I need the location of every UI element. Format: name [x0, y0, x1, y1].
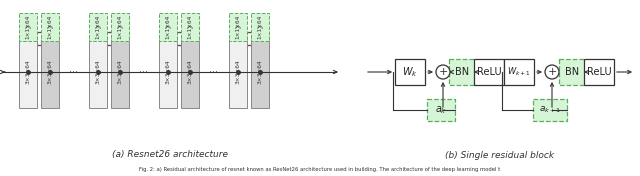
FancyBboxPatch shape: [159, 36, 177, 108]
FancyBboxPatch shape: [474, 59, 504, 85]
Text: 1×1×64: 1×1×64: [257, 15, 262, 39]
Circle shape: [545, 65, 559, 79]
Text: Fig. 2: a) Residual architecture of resnet known as ResNet26 architecture used i: Fig. 2: a) Residual architecture of resn…: [140, 168, 500, 172]
Text: 1×1×64: 1×1×64: [26, 15, 31, 39]
FancyBboxPatch shape: [584, 59, 614, 85]
FancyBboxPatch shape: [533, 99, 567, 121]
FancyBboxPatch shape: [24, 28, 32, 34]
FancyBboxPatch shape: [504, 59, 534, 85]
Text: (a) Resnet26 architecture: (a) Resnet26 architecture: [112, 150, 228, 159]
FancyBboxPatch shape: [116, 28, 124, 34]
FancyBboxPatch shape: [89, 13, 107, 41]
FancyBboxPatch shape: [427, 99, 455, 121]
FancyBboxPatch shape: [181, 36, 199, 108]
Text: ···: ···: [138, 67, 147, 77]
Text: 3×3×64: 3×3×64: [257, 60, 262, 84]
FancyBboxPatch shape: [41, 36, 59, 108]
FancyBboxPatch shape: [229, 13, 247, 41]
Text: 3×3×64: 3×3×64: [95, 60, 100, 84]
Text: 1×1×64: 1×1×64: [166, 15, 170, 39]
FancyBboxPatch shape: [559, 59, 585, 85]
FancyBboxPatch shape: [229, 36, 247, 108]
Text: 3×3×64: 3×3×64: [166, 60, 170, 84]
FancyBboxPatch shape: [181, 13, 199, 41]
Text: 3×3×64: 3×3×64: [188, 60, 193, 84]
Circle shape: [436, 65, 450, 79]
FancyBboxPatch shape: [46, 28, 54, 34]
Text: 3×3×64: 3×3×64: [118, 60, 122, 84]
FancyBboxPatch shape: [251, 36, 269, 108]
FancyBboxPatch shape: [111, 13, 129, 41]
Text: ···: ···: [209, 67, 218, 77]
Text: (b) Single residual block: (b) Single residual block: [445, 150, 555, 159]
FancyBboxPatch shape: [449, 59, 475, 85]
Text: 1×1×64: 1×1×64: [47, 15, 52, 39]
FancyBboxPatch shape: [395, 59, 425, 85]
FancyBboxPatch shape: [89, 36, 107, 108]
FancyBboxPatch shape: [41, 13, 59, 41]
FancyBboxPatch shape: [164, 28, 172, 34]
FancyBboxPatch shape: [19, 13, 37, 41]
Text: 1×1×64: 1×1×64: [118, 15, 122, 39]
Text: BN: BN: [565, 67, 579, 77]
Text: $a_{k+1}$: $a_{k+1}$: [539, 105, 561, 115]
Text: 3×3×64: 3×3×64: [47, 60, 52, 84]
Text: $W_{k+1}$: $W_{k+1}$: [507, 66, 531, 78]
Text: 3×3×64: 3×3×64: [26, 60, 31, 84]
Text: 1×1×64: 1×1×64: [188, 15, 193, 39]
Text: +: +: [547, 67, 557, 77]
Text: 3×3×64: 3×3×64: [236, 60, 241, 84]
Text: ReLU: ReLU: [587, 67, 611, 77]
Text: $W_k$: $W_k$: [402, 65, 418, 79]
FancyBboxPatch shape: [94, 28, 102, 34]
FancyBboxPatch shape: [234, 28, 242, 34]
FancyBboxPatch shape: [186, 28, 194, 34]
Text: +: +: [438, 67, 448, 77]
Text: BN: BN: [455, 67, 469, 77]
Text: 1×1×64: 1×1×64: [95, 15, 100, 39]
FancyBboxPatch shape: [159, 13, 177, 41]
FancyBboxPatch shape: [256, 28, 264, 34]
Text: ReLU: ReLU: [477, 67, 501, 77]
Text: ···: ···: [68, 67, 77, 77]
FancyBboxPatch shape: [19, 36, 37, 108]
FancyBboxPatch shape: [251, 13, 269, 41]
Text: 1×1×64: 1×1×64: [236, 15, 241, 39]
FancyBboxPatch shape: [111, 36, 129, 108]
Text: $a_k$: $a_k$: [435, 104, 447, 116]
